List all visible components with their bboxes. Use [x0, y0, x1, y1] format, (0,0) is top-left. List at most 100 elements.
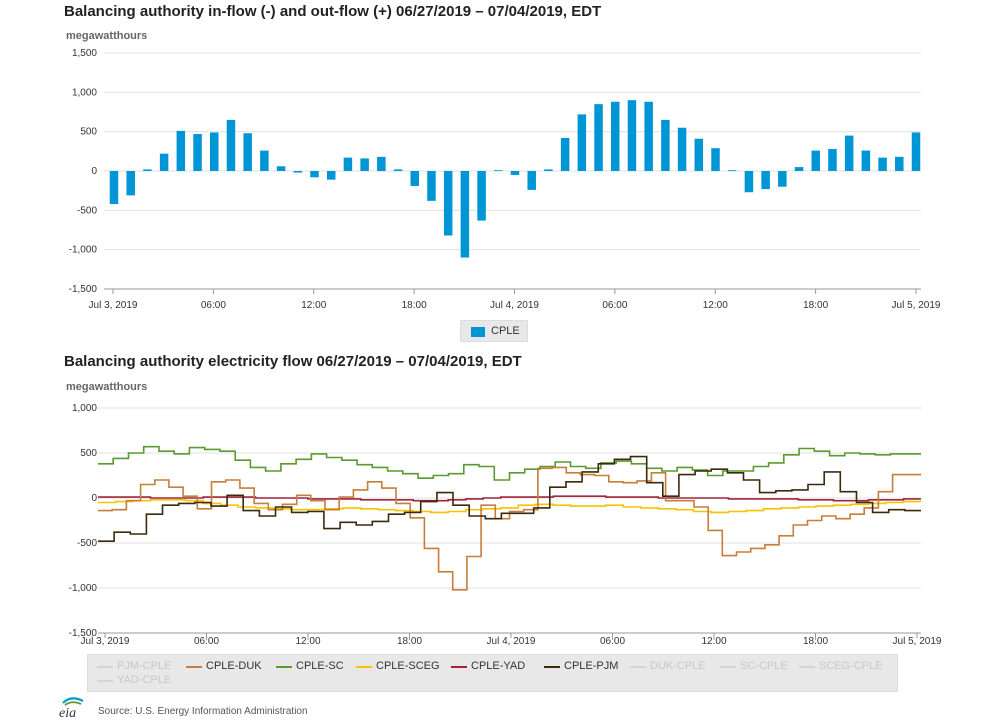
- bar: [310, 171, 319, 178]
- cple-legend-label[interactable]: CPLE: [491, 325, 520, 337]
- bar: [878, 157, 887, 171]
- legend-line-swatch: [356, 666, 372, 668]
- bar: [143, 169, 152, 171]
- legend-line-swatch: [630, 666, 646, 668]
- x-tick-label: 06:00: [600, 636, 625, 647]
- x-tick-label: 12:00: [701, 636, 726, 647]
- x-tick-label: Jul 4, 2019: [487, 636, 536, 647]
- x-tick-label: Jul 4, 2019: [490, 300, 539, 311]
- bar: [410, 171, 419, 186]
- y-tick-label: 1,000: [72, 403, 97, 414]
- x-tick-label: 06:00: [201, 300, 226, 311]
- x-tick-label: 12:00: [301, 300, 326, 311]
- bar: [109, 171, 119, 205]
- legend-label: CPLE-SC: [296, 660, 344, 672]
- bar: [577, 114, 587, 171]
- legend-label: SC-CPLE: [740, 660, 788, 672]
- bar: [844, 135, 854, 171]
- x-tick-label: Jul 3, 2019: [81, 636, 130, 647]
- y-tick-label: 0: [91, 493, 97, 504]
- legend-label: CPLE-SCEG: [376, 660, 440, 672]
- bar: [210, 132, 219, 171]
- cple-legend-swatch: [471, 327, 485, 337]
- legend-line-swatch: [276, 666, 292, 668]
- y-tick-label: 500: [80, 127, 97, 138]
- bar: [895, 156, 904, 171]
- bar: [126, 171, 135, 196]
- bar: [193, 134, 202, 171]
- x-tick-label: Jul 3, 2019: [89, 300, 138, 311]
- bottom-chart-title: Balancing authority electricity flow 06/…: [64, 353, 522, 370]
- x-tick-label: 12:00: [295, 636, 320, 647]
- y-tick-label: -1,000: [69, 583, 98, 594]
- bar: [443, 171, 453, 236]
- bar: [176, 130, 186, 171]
- top-bar-chart: 1,500 1,000 500 0 -500 -1,000 -1,500 Jul 3, 201…: [69, 48, 941, 311]
- top-chart-title: Balancing authority in-flow (-) and out-…: [64, 3, 602, 20]
- bar: [661, 119, 670, 171]
- x-tick-label: 18:00: [397, 636, 422, 647]
- legend-line-swatch: [451, 666, 467, 668]
- y-tick-label: -1,500: [69, 284, 98, 295]
- y-tick-label: -1,000: [69, 245, 98, 256]
- series-line-cple-yad: [98, 495, 921, 502]
- bar: [644, 101, 653, 171]
- legend-label: DUK-CPLE: [650, 660, 706, 672]
- bar: [594, 104, 603, 171]
- bar: [761, 171, 770, 190]
- bar: [861, 150, 871, 171]
- y-tick-label: -1,500: [69, 628, 98, 639]
- bar: [276, 166, 286, 171]
- bar: [794, 167, 804, 171]
- legend-line-swatch: [799, 666, 815, 668]
- y-tick-label: -500: [77, 205, 97, 216]
- y-tick-label: 500: [80, 448, 97, 459]
- legend-line-swatch: [97, 680, 113, 682]
- top-chart-unit: megawatthours: [66, 30, 148, 42]
- legend-line-swatch: [720, 666, 736, 668]
- bar: [811, 150, 820, 171]
- bar: [828, 148, 837, 171]
- bar: [744, 171, 754, 193]
- y-tick-label: 1,000: [72, 87, 97, 98]
- top-legend: CPLE: [460, 320, 528, 342]
- bar: [627, 100, 637, 171]
- bar: [393, 169, 403, 171]
- legend-label: PJM-CPLE: [117, 660, 172, 672]
- bottom-chart-unit: megawatthours: [66, 381, 148, 393]
- legend-label: CPLE-PJM: [564, 660, 619, 672]
- svg-text:eia: eia: [59, 706, 76, 721]
- bar: [527, 171, 536, 190]
- x-tick-label: Jul 5, 2019: [893, 636, 942, 647]
- x-tick-label: 18:00: [803, 300, 828, 311]
- bar: [260, 150, 269, 171]
- bottom-legend: PJM-CPLE CPLE-DUK CPLE-SC CPLE-SCEG CPLE-YAD…: [87, 654, 898, 692]
- bar: [343, 157, 353, 171]
- bar: [377, 156, 386, 171]
- series-line-cple-duk: [98, 466, 921, 591]
- x-tick-label: 06:00: [194, 636, 219, 647]
- x-tick-label: 18:00: [803, 636, 828, 647]
- bar: [159, 153, 169, 171]
- bar: [560, 137, 570, 171]
- source-text: Source: U.S. Energy Information Administ…: [98, 706, 308, 717]
- bar: [727, 170, 737, 172]
- bar: [226, 119, 236, 171]
- y-tick-label: -500: [77, 538, 97, 549]
- legend-label: SCEG-CPLE: [819, 660, 883, 672]
- bar: [427, 171, 436, 201]
- eia-logo: eia: [59, 697, 84, 721]
- x-tick-label: 06:00: [602, 300, 627, 311]
- y-tick-label: 0: [91, 166, 97, 177]
- series-line-cple-pjm: [98, 455, 921, 542]
- bar: [360, 158, 369, 171]
- bar: [243, 133, 252, 171]
- bar: [694, 138, 704, 171]
- legend-line-swatch: [186, 666, 202, 668]
- legend-label: YAD-CPLE: [117, 674, 172, 686]
- bar: [677, 127, 687, 171]
- bar: [477, 171, 486, 221]
- bar: [911, 132, 921, 171]
- bar: [510, 171, 520, 175]
- series-line-cple-sc: [98, 445, 921, 481]
